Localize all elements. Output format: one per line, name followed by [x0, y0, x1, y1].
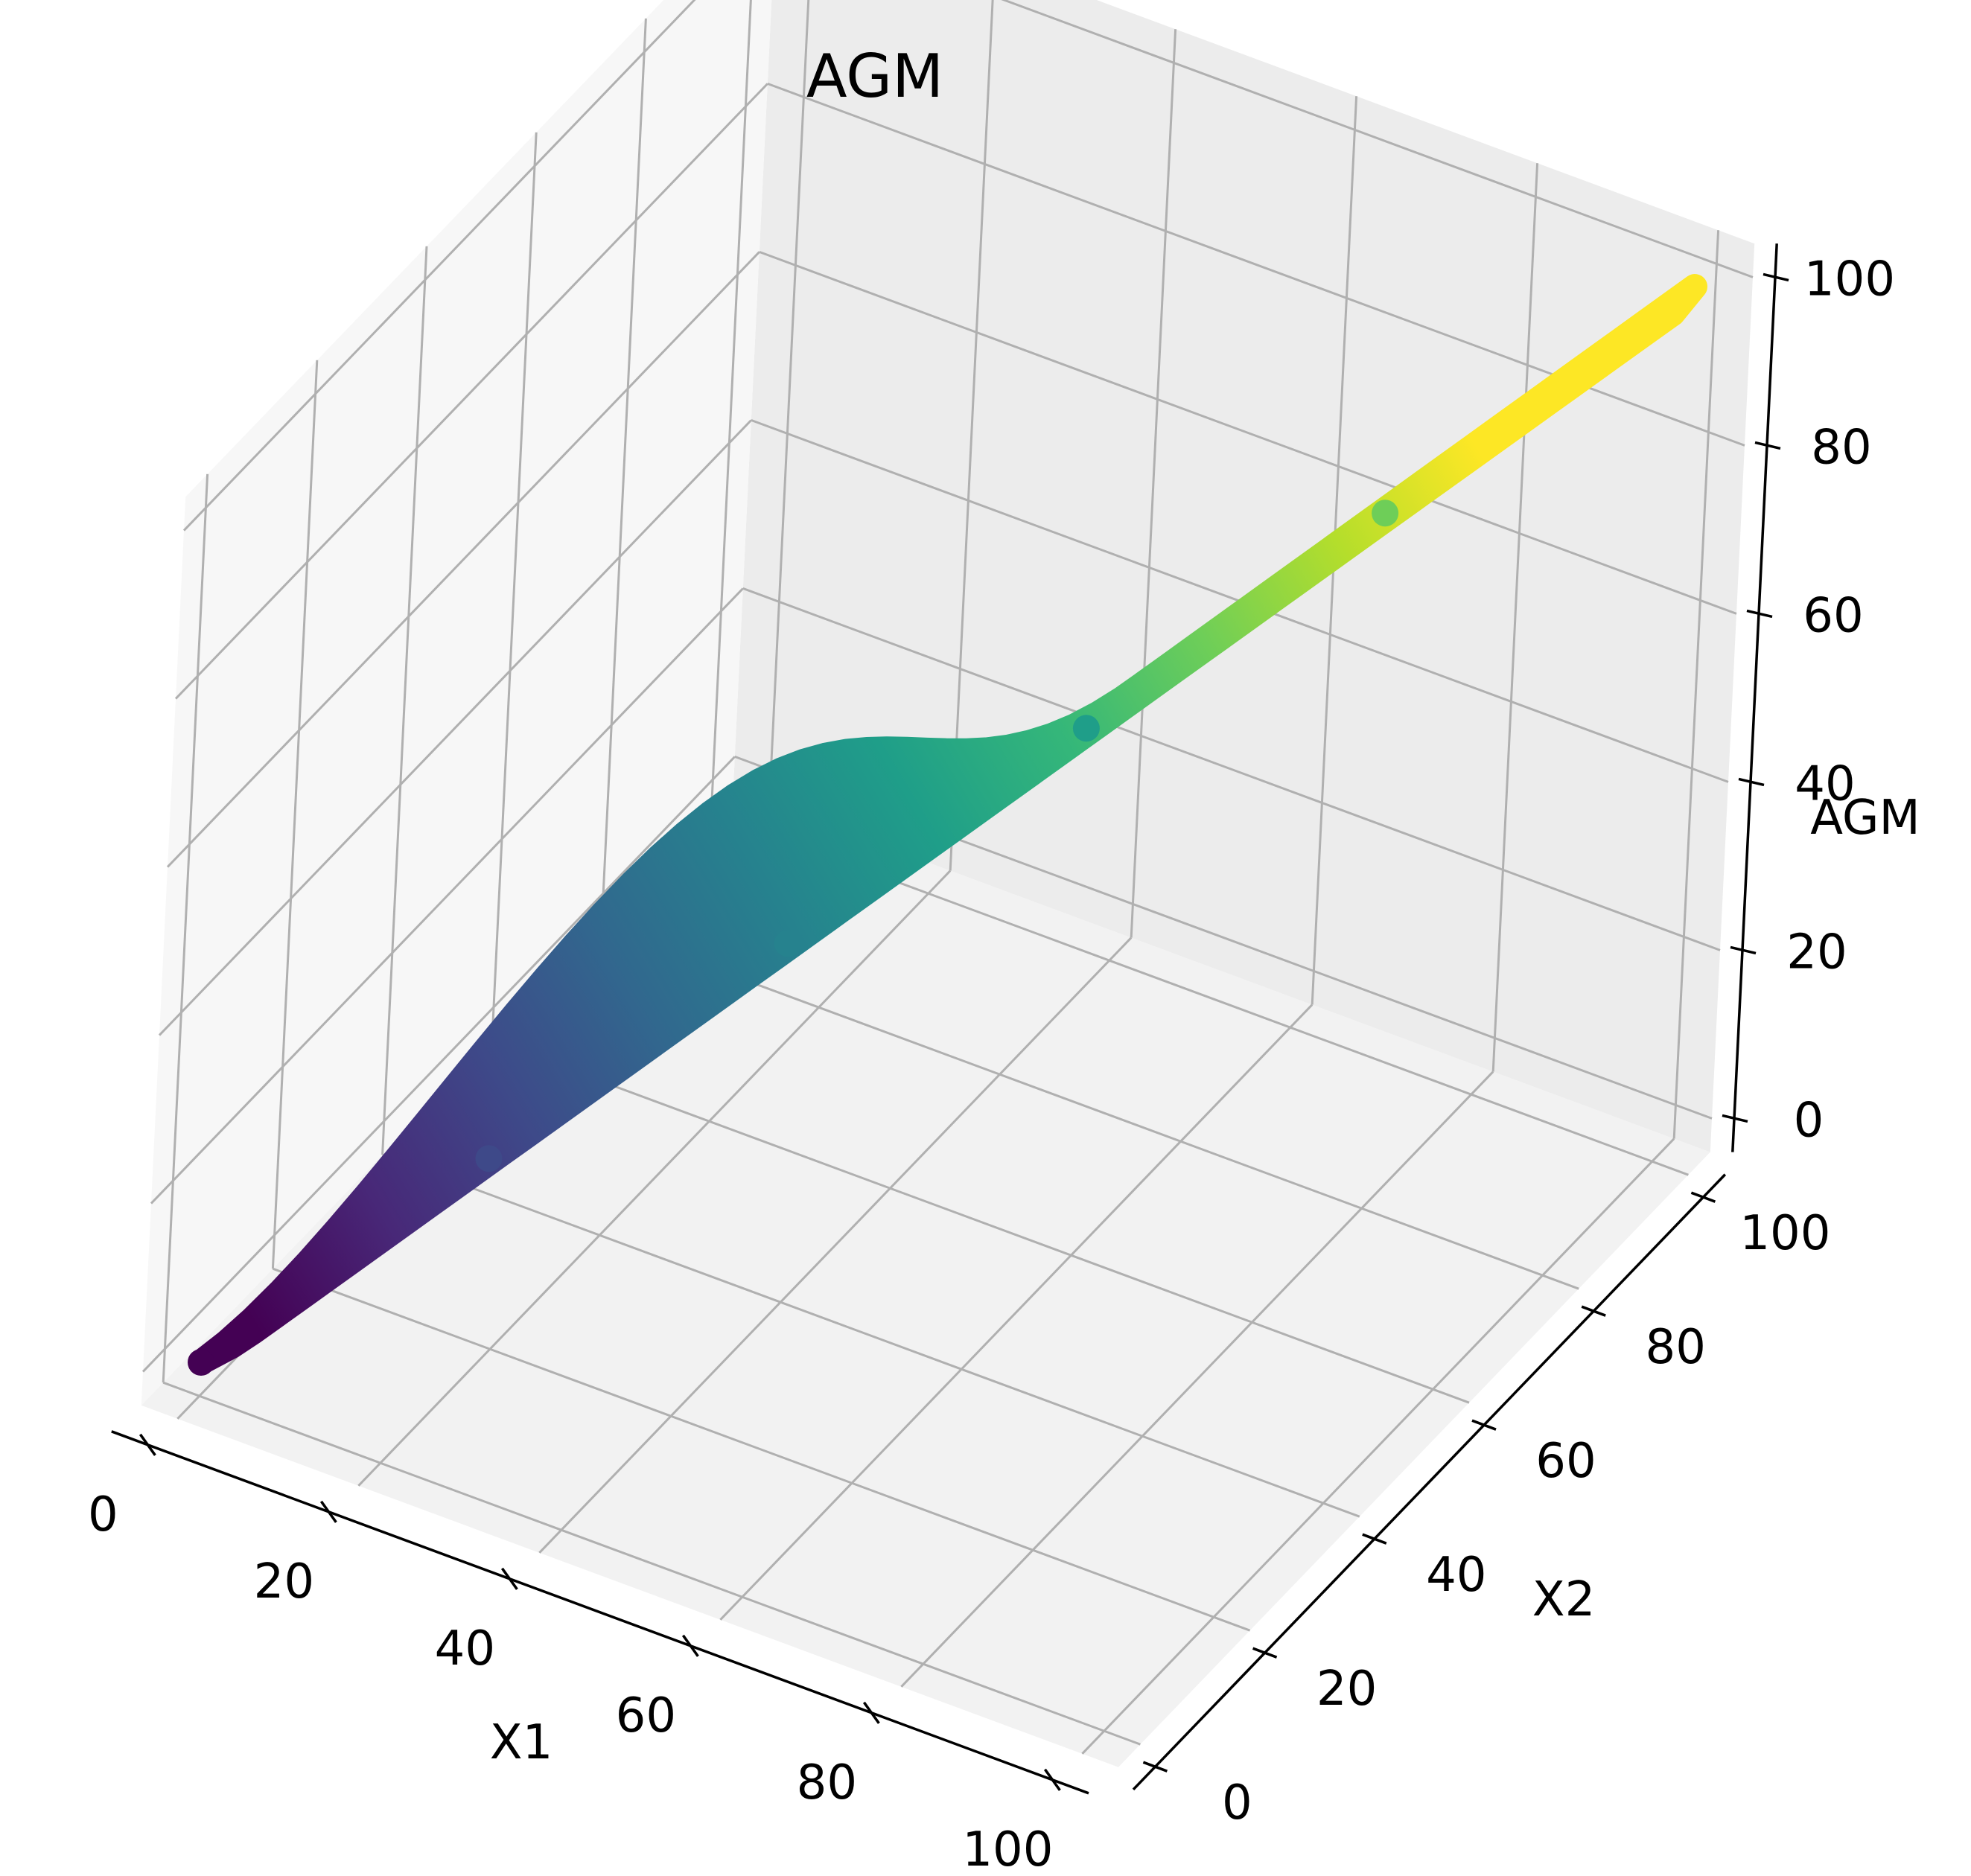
grid-line-x2-left: [381, 246, 428, 1155]
x2-tick-label: 20: [1316, 1662, 1377, 1717]
x2-tick-label: 0: [1222, 1776, 1252, 1831]
x1-axis-line: [111, 1430, 1089, 1795]
data-surface: [188, 274, 1707, 1376]
data-point-0: [188, 1349, 214, 1376]
x2-tick: [1471, 1419, 1497, 1431]
grid-line-x1-floor: [900, 1071, 1494, 1688]
grid-line-z-back: [1001, 0, 1754, 278]
x1-tick: [500, 1567, 518, 1590]
x1-tick: [681, 1634, 699, 1657]
z-axis-label: AGM: [1810, 791, 1920, 846]
grid-line-x1-back: [1672, 230, 1720, 1139]
grid-line-x2-floor: [382, 1153, 1360, 1518]
grid-line-x1-back: [768, 0, 810, 804]
grid-line-x1-back: [1130, 29, 1177, 938]
grid-line-x2-floor: [491, 1039, 1470, 1404]
x1-tick-label: 100: [962, 1822, 1053, 1872]
x1-tick-label: 40: [435, 1621, 495, 1676]
grid-line-x2-floor: [601, 925, 1579, 1290]
back-pane: [733, 0, 1755, 1152]
grid-line-x1-floor: [719, 1004, 1314, 1621]
x1-tick-label: 0: [88, 1487, 118, 1542]
z-tick: [1730, 945, 1757, 955]
y-axis-label: X2: [1532, 1572, 1596, 1627]
z-tick-label: 20: [1786, 925, 1847, 980]
x2-tick: [1581, 1305, 1606, 1317]
grid-line-x2-left: [600, 18, 647, 928]
grid-line-z-back: [759, 250, 1737, 615]
z-tick-label: 0: [1794, 1093, 1824, 1148]
z-tick: [1763, 272, 1789, 282]
grid-line-x2-left: [491, 132, 538, 1041]
data-point-3: [1072, 715, 1100, 742]
grid-line-x2-floor: [272, 1267, 1251, 1632]
grid-line-z-back: [742, 587, 1721, 951]
left-pane: [141, 0, 772, 1406]
data-point-5: [1670, 284, 1698, 312]
z-tick-label: 40: [1795, 756, 1855, 811]
x2-tick: [1142, 1761, 1168, 1773]
grid-line-z-left: [182, 0, 696, 532]
grid-line-x2-left: [710, 0, 752, 814]
grid-line-z-left: [166, 251, 760, 868]
grid-line-x1-back: [1491, 163, 1539, 1072]
z-tick-label: 100: [1804, 252, 1895, 307]
x-axis-label: X1: [490, 1715, 553, 1770]
x2-tick-label: 60: [1535, 1434, 1596, 1489]
x2-tick-label: 100: [1739, 1206, 1830, 1261]
x1-tick: [319, 1500, 337, 1523]
z-tick-label: 60: [1803, 588, 1863, 643]
chart-title: AGM: [806, 42, 943, 111]
x1-tick: [862, 1701, 880, 1724]
grid-line-x1-floor: [357, 870, 952, 1487]
z-tick: [1738, 777, 1765, 787]
grid-line-z-left: [158, 419, 752, 1036]
axes: [111, 243, 1789, 1795]
z-tick-label: 80: [1811, 420, 1871, 475]
data-point-4: [1372, 500, 1399, 527]
data-point-2: [774, 930, 801, 957]
grid-line-z-left: [141, 756, 736, 1373]
x2-axis-line: [1132, 1173, 1727, 1791]
x2-tick-label: 40: [1426, 1548, 1486, 1603]
z-tick: [1746, 609, 1773, 619]
x2-tick: [1690, 1191, 1716, 1203]
grid-line-x1-floor: [1081, 1138, 1675, 1755]
grid-line-z-left: [150, 587, 744, 1205]
grid-line-x1-floor: [538, 937, 1133, 1554]
grid-line-x2-floor: [162, 1381, 1141, 1746]
z-axis-line: [1731, 243, 1778, 1152]
x2-tick-label: 80: [1645, 1320, 1705, 1375]
x1-tick-label: 80: [797, 1755, 857, 1810]
x1-tick-label: 20: [254, 1554, 314, 1609]
x2-tick: [1252, 1647, 1278, 1659]
x2-tick: [1362, 1533, 1387, 1545]
x1-tick-label: 60: [616, 1688, 676, 1743]
grid-line-x2-left: [162, 473, 209, 1383]
grid-line-x2-left: [271, 360, 319, 1269]
data-point-1: [475, 1145, 503, 1172]
x1-tick: [138, 1433, 156, 1456]
grid-line-x1-back: [949, 0, 994, 871]
grid-line-z-left: [174, 83, 768, 700]
tick-labels: 0 20 40 60 80 100 0 20 40 60 80 100 0 20 40 60 80 100: [88, 252, 1895, 1876]
z-tick: [1754, 441, 1781, 450]
x1-tick: [1043, 1768, 1061, 1791]
agm-surface: [188, 274, 1707, 1375]
axes-panes: [141, 0, 1755, 1767]
z-tick: [1722, 1114, 1748, 1123]
